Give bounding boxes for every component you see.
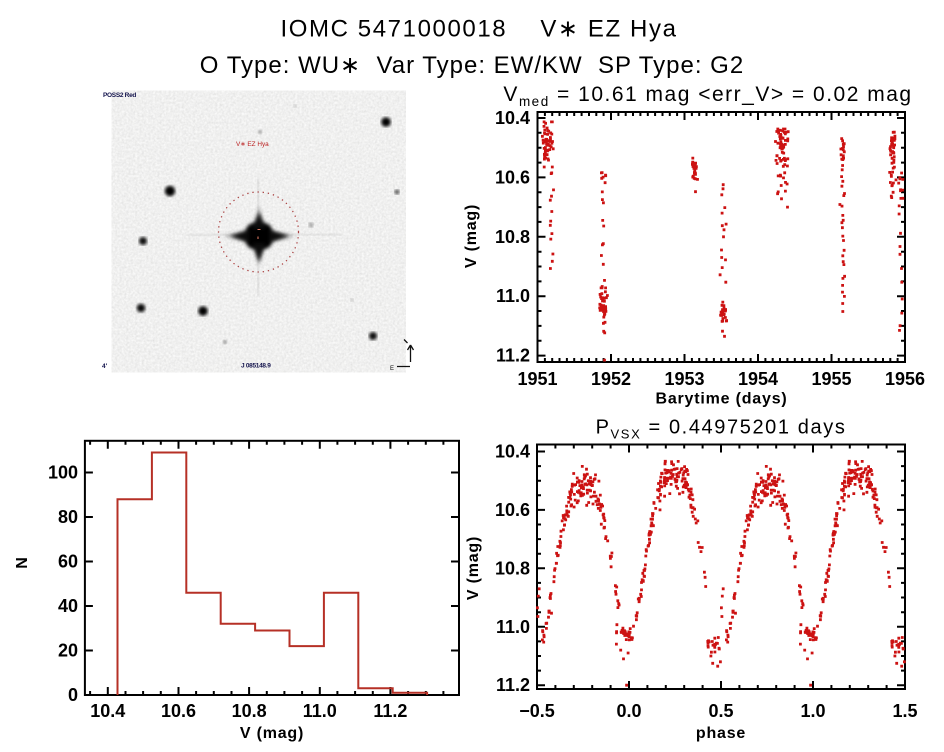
svg-text:0.0: 0.0 (616, 701, 641, 721)
svg-text:0: 0 (68, 685, 78, 705)
svg-text:1952: 1952 (591, 369, 631, 389)
svg-text:IOMC 5471000018 V∗ EZ Hya: IOMC 5471000018 V∗ EZ Hya (280, 16, 677, 43)
svg-text:10.6: 10.6 (495, 500, 530, 520)
svg-text:100: 100 (48, 463, 78, 483)
svg-text:V (mag): V (mag) (465, 536, 482, 600)
svg-text:11.0: 11.0 (496, 286, 530, 306)
svg-text:40: 40 (58, 596, 78, 616)
svg-text:Vmed = 10.61 mag <err_V> = 0.0: Vmed = 10.61 mag <err_V> = 0.02 mag (503, 83, 912, 109)
svg-text:11.2: 11.2 (496, 346, 530, 366)
svg-text:11.0: 11.0 (303, 701, 337, 721)
svg-text:J 085148.9: J 085148.9 (241, 363, 271, 370)
svg-text:1955: 1955 (811, 369, 851, 389)
svg-text:N: N (14, 557, 31, 569)
svg-text:1954: 1954 (738, 369, 778, 389)
svg-text:E: E (390, 366, 394, 372)
svg-text:−0.5: −0.5 (519, 701, 555, 721)
svg-text:1956: 1956 (885, 369, 925, 389)
svg-text:10.4: 10.4 (495, 442, 530, 462)
svg-text:10.6: 10.6 (161, 701, 196, 721)
svg-text:10.8: 10.8 (495, 558, 530, 578)
svg-text:11.0: 11.0 (496, 617, 530, 637)
svg-text:V (mag): V (mag) (240, 725, 304, 742)
svg-text:10.6: 10.6 (495, 167, 530, 187)
svg-text:POSS2 Red: POSS2 Red (103, 92, 136, 99)
svg-text:10.8: 10.8 (232, 701, 267, 721)
svg-text:V∗ EZ Hya: V∗ EZ Hya (236, 141, 269, 148)
svg-text:Barytime (days): Barytime (days) (655, 391, 787, 408)
svg-text:1.5: 1.5 (892, 701, 917, 721)
svg-text:1951: 1951 (517, 369, 557, 389)
svg-text:0.5: 0.5 (708, 701, 733, 721)
svg-text:4′: 4′ (102, 363, 108, 370)
svg-text:phase: phase (696, 725, 746, 742)
svg-text:10.4: 10.4 (495, 108, 530, 128)
svg-text:11.2: 11.2 (373, 701, 407, 721)
svg-text:O Type: WU∗ Var Type: EW/KW: O Type: WU∗ Var Type: EW/KW SP Type: G2 (200, 52, 744, 79)
svg-text:11.2: 11.2 (496, 675, 530, 695)
svg-text:20: 20 (58, 641, 78, 661)
svg-text:1953: 1953 (664, 369, 704, 389)
svg-text:1.0: 1.0 (800, 701, 825, 721)
svg-text:V (mag): V (mag) (463, 204, 480, 268)
svg-text:10.8: 10.8 (495, 227, 530, 247)
svg-text:60: 60 (58, 552, 78, 572)
svg-text:80: 80 (58, 507, 78, 527)
svg-text:10.4: 10.4 (90, 701, 125, 721)
